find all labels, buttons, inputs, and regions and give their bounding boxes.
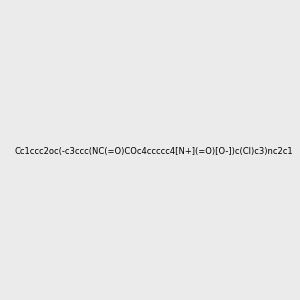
Text: Cc1ccc2oc(-c3ccc(NC(=O)COc4ccccc4[N+](=O)[O-])c(Cl)c3)nc2c1: Cc1ccc2oc(-c3ccc(NC(=O)COc4ccccc4[N+](=O… bbox=[14, 147, 293, 156]
